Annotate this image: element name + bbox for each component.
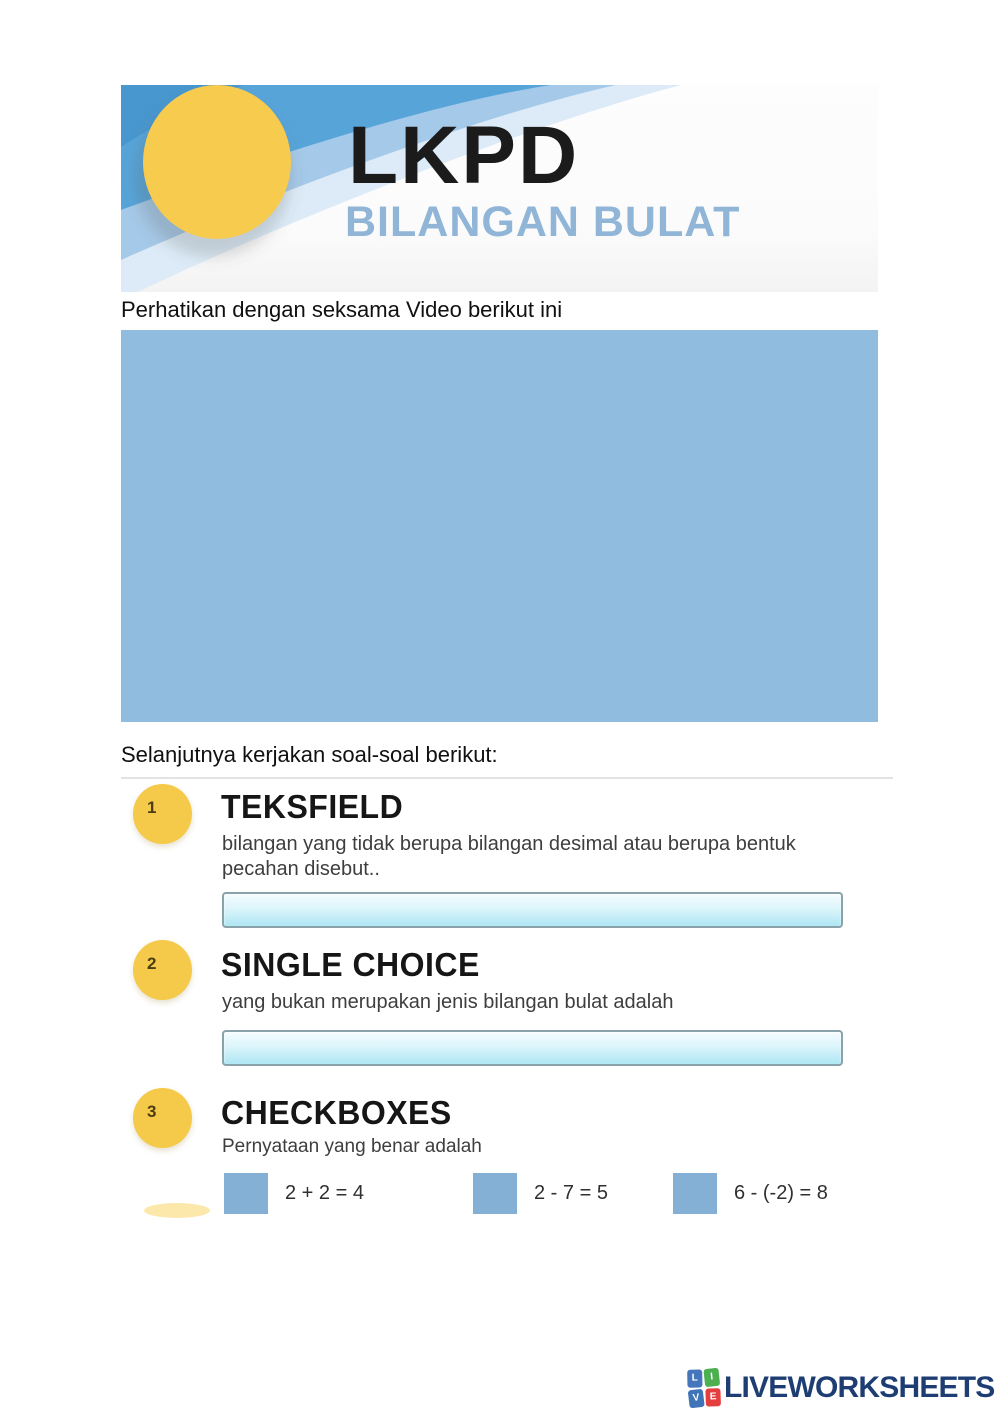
checkbox-2[interactable] — [473, 1172, 517, 1214]
worksheet-title: LKPD — [348, 110, 580, 201]
question-2-choice-input[interactable] — [222, 1030, 843, 1066]
question-1-type-heading: TEKSFIELD — [221, 788, 404, 825]
liveworksheets-wordmark: LIVEWORKSHEETS — [724, 1371, 995, 1404]
tasks-instruction-text: Selanjutnya kerjakan soal-soal berikut: — [121, 742, 498, 767]
icon-letter-i: I — [703, 1367, 721, 1388]
worksheet-header-banner: LKPD BILANGAN BULAT — [121, 85, 878, 292]
liveworksheets-icon: L I V E — [687, 1367, 722, 1409]
question-2-number-badge: 2 — [133, 940, 192, 1000]
icon-letter-v: V — [687, 1388, 705, 1409]
question-1-prompt: bilangan yang tidak berupa bilangan desi… — [222, 833, 796, 880]
checkbox-2-label: 2 - 7 = 5 — [534, 1181, 608, 1204]
header-swoosh-graphic — [121, 85, 681, 292]
video-instruction-text: Perhatikan dengan seksama Video berikut … — [121, 297, 563, 322]
next-question-badge-partial — [144, 1203, 210, 1218]
checkbox-option-3: 6 - (-2) = 8 — [673, 1172, 828, 1214]
question-2-type-heading: SINGLE CHOICE — [221, 946, 480, 983]
checkbox-1[interactable] — [224, 1172, 268, 1214]
question-3-prompt: Pernyataan yang benar adalah — [222, 1136, 482, 1157]
worksheet-subtitle: BILANGAN BULAT — [345, 198, 741, 246]
icon-letter-e: E — [705, 1388, 721, 1407]
question-1-number-badge: 1 — [133, 784, 192, 844]
video-player[interactable] — [121, 330, 878, 722]
question-2-prompt: yang bukan merupakan jenis bilangan bula… — [222, 991, 674, 1013]
checkbox-3-label: 6 - (-2) = 8 — [734, 1181, 828, 1204]
question-3-type-heading: CHECKBOXES — [221, 1094, 452, 1131]
question-2-number: 2 — [147, 954, 157, 973]
question-3-number: 3 — [147, 1102, 157, 1121]
checkbox-3[interactable] — [673, 1172, 717, 1214]
checkbox-option-2: 2 - 7 = 5 — [473, 1172, 608, 1214]
question-1-number: 1 — [147, 798, 157, 817]
checkbox-1-label: 2 + 2 = 4 — [285, 1181, 364, 1204]
icon-letter-l: L — [687, 1369, 703, 1388]
checkbox-option-1: 2 + 2 = 4 — [224, 1172, 364, 1214]
liveworksheets-logo[interactable]: L I V E LIVEWORKSHEETS — [687, 1367, 995, 1409]
section-divider — [121, 777, 893, 779]
question-3-number-badge: 3 — [133, 1088, 192, 1148]
question-1-answer-input[interactable] — [222, 892, 843, 928]
